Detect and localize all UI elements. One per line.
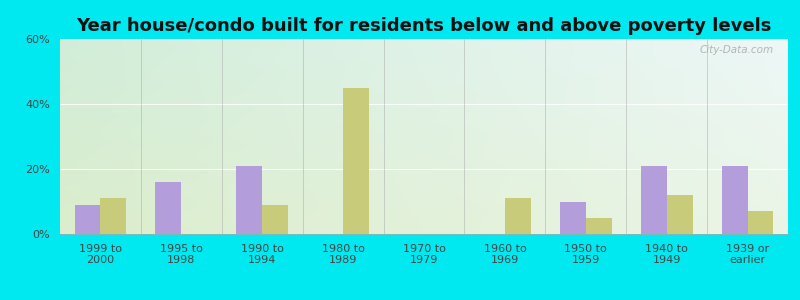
Bar: [747, 211, 774, 234]
Bar: [722, 166, 747, 234]
Bar: [560, 202, 586, 234]
Bar: [74, 205, 101, 234]
Bar: [101, 198, 126, 234]
Bar: [155, 182, 182, 234]
Bar: [262, 205, 288, 234]
Text: City-Data.com: City-Data.com: [699, 45, 774, 55]
Bar: [505, 198, 530, 234]
Title: Year house/condo built for residents below and above poverty levels: Year house/condo built for residents bel…: [76, 17, 772, 35]
Bar: [236, 166, 262, 234]
Bar: [586, 218, 612, 234]
Bar: [641, 166, 666, 234]
Bar: [666, 195, 693, 234]
Bar: [343, 88, 369, 234]
